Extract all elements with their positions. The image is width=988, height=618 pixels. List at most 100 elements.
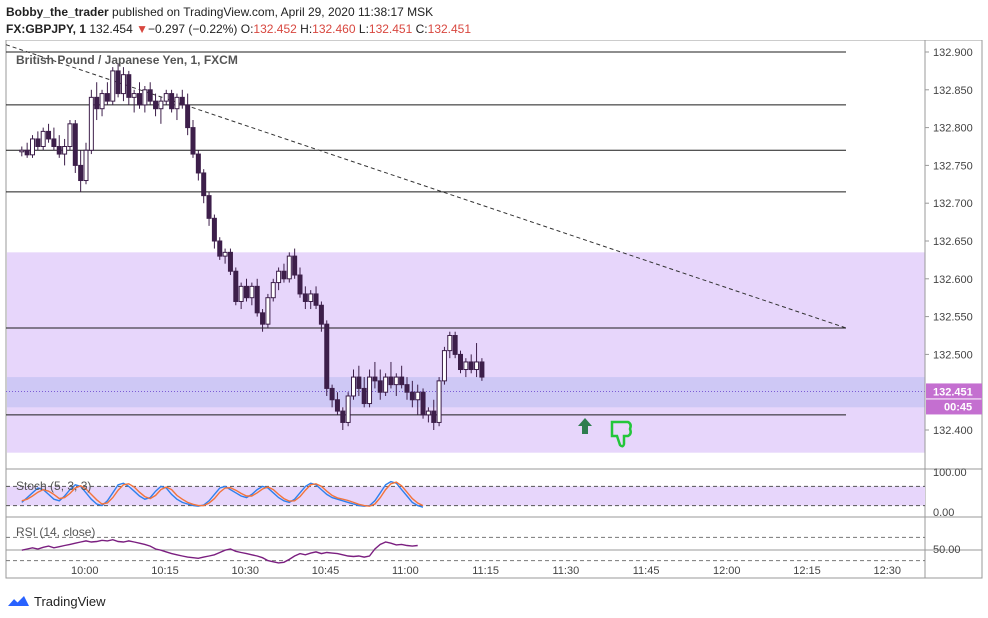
price-tick-label: 132.750 xyxy=(933,160,973,172)
candle xyxy=(147,89,153,102)
rsi-tick-label: 50.00 xyxy=(933,544,961,556)
candle xyxy=(377,380,383,393)
footer: TradingView xyxy=(6,590,106,612)
price-tick-label: 132.400 xyxy=(933,425,973,437)
candle xyxy=(206,195,212,219)
candle xyxy=(72,123,78,166)
candle xyxy=(62,146,68,155)
candle xyxy=(351,376,356,397)
candle xyxy=(56,146,62,155)
candle xyxy=(479,361,485,378)
candle xyxy=(302,293,308,302)
candle xyxy=(110,70,116,102)
candle xyxy=(104,93,110,102)
price-tick-label: 132.650 xyxy=(933,236,973,248)
candle xyxy=(297,274,303,295)
candle xyxy=(190,127,196,155)
candle xyxy=(115,70,121,95)
candle xyxy=(281,270,287,280)
tradingview-logo-icon xyxy=(6,596,29,607)
change-arrow-icon: ▼ xyxy=(136,22,148,36)
time-tick-label: 11:30 xyxy=(553,565,580,577)
candle xyxy=(356,376,362,389)
candle xyxy=(126,74,132,98)
publisher-name[interactable]: Bobby_the_trader xyxy=(6,5,109,19)
candle xyxy=(153,100,159,110)
low-label: L: xyxy=(358,22,369,36)
stoch-tick-label: 100.00 xyxy=(933,467,967,479)
time-tick-label: 10:15 xyxy=(151,565,179,577)
time-tick-label: 12:30 xyxy=(874,565,902,577)
price-tick-label: 132.550 xyxy=(933,312,973,324)
price-tick-label: 132.800 xyxy=(933,123,973,135)
candle xyxy=(292,255,298,276)
footer-brand[interactable]: TradingView xyxy=(34,593,106,609)
candle xyxy=(415,391,421,401)
current-price-tag xyxy=(926,383,982,399)
candle xyxy=(78,164,84,182)
candle xyxy=(94,96,100,110)
candle xyxy=(67,123,73,147)
price-tick-label: 132.900 xyxy=(933,47,973,59)
candle xyxy=(388,376,394,386)
high-label: H: xyxy=(300,22,313,36)
candle xyxy=(458,353,463,371)
candle xyxy=(474,361,480,371)
time-tick-label: 12:00 xyxy=(713,565,741,577)
candle xyxy=(217,240,223,257)
candle xyxy=(131,93,137,98)
stoch-d-line xyxy=(21,481,424,507)
candle xyxy=(286,255,292,280)
candle xyxy=(468,361,474,371)
candle xyxy=(329,387,335,401)
last-price: 132.454 xyxy=(89,22,133,36)
candle xyxy=(249,285,255,299)
stoch-tick-label: 0.00 xyxy=(933,507,954,519)
countdown-label: 00:45 xyxy=(944,401,972,413)
candle xyxy=(227,251,233,272)
candle xyxy=(211,217,217,242)
candle xyxy=(195,153,201,174)
candle xyxy=(254,285,260,314)
candle xyxy=(24,149,30,156)
candle xyxy=(179,96,185,106)
candle xyxy=(35,138,41,148)
time-tick-label: 11:15 xyxy=(472,565,499,577)
candle xyxy=(169,93,175,110)
support-zone xyxy=(7,252,925,453)
ohlc-line: FX:GBPJPY, 1 132.454 ▼−0.297 (−0.22%) O:… xyxy=(6,21,982,38)
open-value: 132.452 xyxy=(253,22,297,36)
candle xyxy=(409,391,415,401)
candle xyxy=(318,304,324,325)
time-tick-label: 11:45 xyxy=(633,565,660,577)
candle xyxy=(30,138,35,156)
candle xyxy=(393,376,399,386)
candle xyxy=(40,130,46,147)
candle xyxy=(340,410,346,423)
candle xyxy=(436,380,442,423)
candle xyxy=(324,323,330,389)
candle xyxy=(420,391,426,416)
candle xyxy=(383,376,389,393)
close-value: 132.451 xyxy=(427,22,472,36)
published-text: published on TradingView.com, April 29, … xyxy=(112,5,434,19)
rsi-line xyxy=(21,538,418,564)
low-value: 132.451 xyxy=(368,22,413,36)
chart-header: Bobby_the_trader published on TradingVie… xyxy=(6,4,982,38)
close-label: C: xyxy=(415,22,428,36)
candle xyxy=(463,361,469,371)
price-band xyxy=(7,377,925,408)
countdown-tag xyxy=(926,399,982,415)
price-tick-label: 132.600 xyxy=(933,274,973,286)
candle xyxy=(308,293,314,302)
candle xyxy=(174,96,180,110)
series-title: British Pound / Japanese Yen, 1, FXCM xyxy=(16,53,238,67)
candle xyxy=(404,384,410,393)
candle xyxy=(361,387,367,405)
chart-canvas[interactable]: 132.900 132.850 132.800 132.750 132.700 132.6… xyxy=(0,40,988,590)
rsi-title: RSI (14, close) xyxy=(16,525,95,539)
time-tick-label: 11:00 xyxy=(392,565,419,577)
candle xyxy=(260,312,266,325)
candle xyxy=(372,376,378,382)
candle xyxy=(265,297,271,325)
